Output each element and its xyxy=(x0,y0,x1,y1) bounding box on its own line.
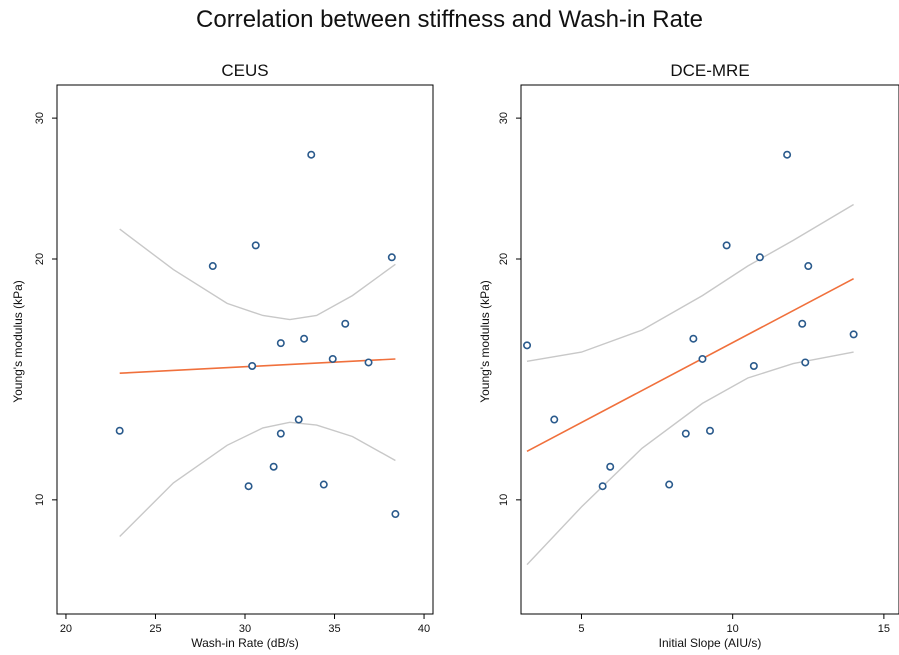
data-point xyxy=(269,462,278,471)
panel-dce-mre: DCE-MRE 5 10 15 10 20 30 Initial Slope (AIU/s) Y… xyxy=(478,61,899,650)
data-point xyxy=(804,262,813,271)
y-tick-label: 10 xyxy=(34,494,46,506)
data-point xyxy=(300,334,309,343)
series-group xyxy=(523,150,858,566)
data-point xyxy=(755,253,764,262)
data-point xyxy=(705,426,714,435)
y-tick-label: 30 xyxy=(34,112,46,124)
data-point xyxy=(689,334,698,343)
x-tick-label: 15 xyxy=(878,623,890,635)
data-point xyxy=(798,319,807,328)
x-tick-label: 10 xyxy=(727,623,739,635)
x-axis-label: Initial Slope (AIU/s) xyxy=(659,636,762,650)
series-group xyxy=(115,150,400,537)
ci-lower-line xyxy=(119,421,396,537)
data-point xyxy=(698,354,707,363)
data-point xyxy=(294,415,303,424)
data-point xyxy=(749,361,758,370)
y-tick-label: 10 xyxy=(498,494,510,506)
x-tick-label: 25 xyxy=(149,623,161,635)
data-point xyxy=(307,150,316,159)
data-point xyxy=(248,361,257,370)
ci-upper-line xyxy=(526,203,854,362)
x-tick-label: 20 xyxy=(60,623,72,635)
data-point xyxy=(783,150,792,159)
data-point xyxy=(244,482,253,491)
data-point xyxy=(550,415,559,424)
data-point xyxy=(665,480,674,489)
panel-title: DCE-MRE xyxy=(670,61,749,80)
y-tick-label: 30 xyxy=(498,112,510,124)
data-point xyxy=(681,429,690,438)
data-point xyxy=(251,241,260,250)
data-point xyxy=(523,341,532,350)
data-point xyxy=(341,319,350,328)
plot-frame xyxy=(56,84,434,615)
x-tick-label: 35 xyxy=(328,623,340,635)
data-point xyxy=(328,354,337,363)
x-axis-label: Wash-in Rate (dB/s) xyxy=(191,636,299,650)
fit-line xyxy=(119,358,396,374)
y-axis-label: Young's modulus (kPa) xyxy=(478,280,492,403)
plot-frame xyxy=(520,84,899,615)
data-point xyxy=(276,429,285,438)
x-tick-label: 40 xyxy=(418,623,430,635)
ci-upper-line xyxy=(119,228,396,321)
x-tick-label: 30 xyxy=(239,623,251,635)
data-point xyxy=(391,510,400,519)
data-point xyxy=(208,262,217,271)
x-tick-label: 5 xyxy=(578,623,584,635)
y-tick-label: 20 xyxy=(498,253,510,265)
data-point xyxy=(722,241,731,250)
data-point xyxy=(276,339,285,348)
data-point xyxy=(606,462,615,471)
data-point xyxy=(598,482,607,491)
data-point xyxy=(364,358,373,367)
y-tick-label: 20 xyxy=(34,253,46,265)
panel-title: CEUS xyxy=(221,61,268,80)
data-point xyxy=(115,426,124,435)
figure-title: Correlation between stiffness and Wash-i… xyxy=(196,6,703,33)
data-point xyxy=(849,330,858,339)
data-point xyxy=(801,358,810,367)
data-point xyxy=(319,480,328,489)
ci-lower-line xyxy=(526,351,854,566)
fit-line xyxy=(526,277,854,453)
data-point xyxy=(387,253,396,262)
y-axis-label: Young's modulus (kPa) xyxy=(11,280,25,403)
